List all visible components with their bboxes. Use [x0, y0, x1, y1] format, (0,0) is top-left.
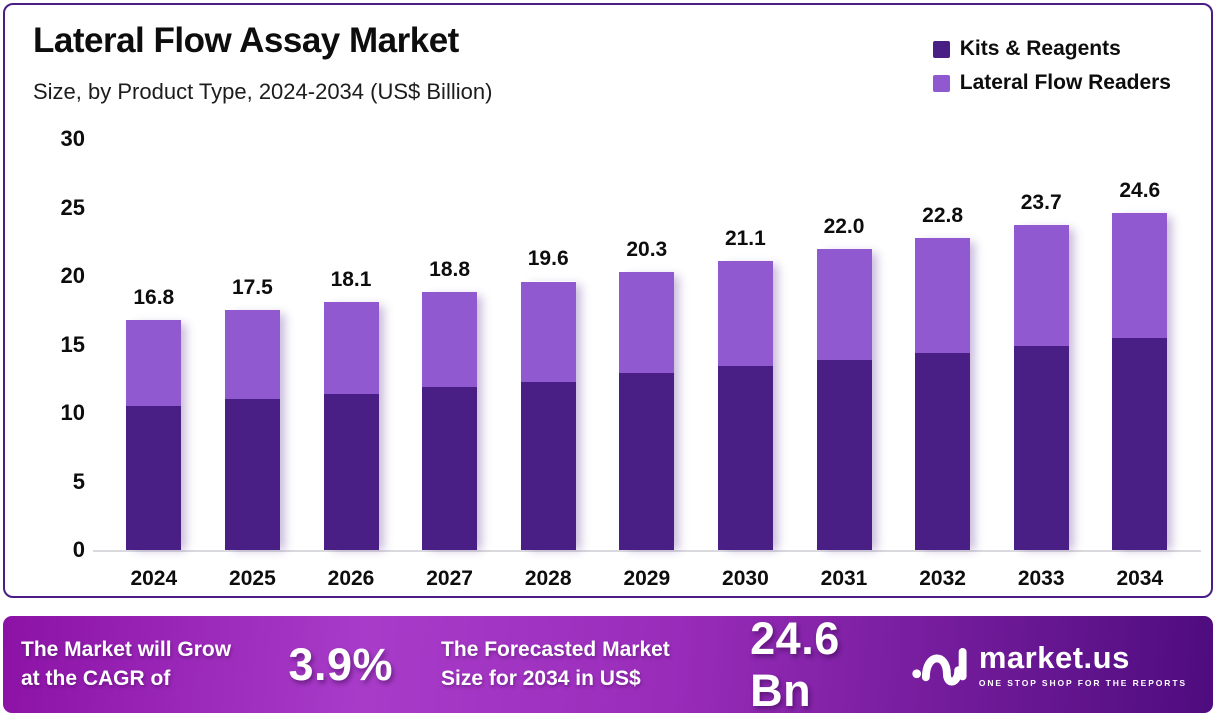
bar-total-label-2031: 22.0 [823, 214, 865, 238]
bar-total-label-2025: 17.5 [231, 276, 273, 300]
bar-2025 [224, 310, 280, 550]
legend-item-kits-reagents: Kits & Reagents [932, 37, 1171, 61]
y-axis-tick-20: 20 [60, 263, 85, 288]
chart-subtitle: Size, by Product Type, 2024-2034 (US$ Bi… [33, 79, 493, 104]
bar-segment-lateral-flow-readers [816, 248, 872, 360]
bar-segment-kits-reagents [126, 406, 182, 550]
bar-segment-lateral-flow-readers [915, 237, 971, 353]
cagr-caption-line2: at the CAGR of [21, 666, 171, 690]
bar-segment-kits-reagents [520, 381, 576, 550]
bar-total-label-2027: 18.8 [429, 258, 471, 282]
x-axis-label-2028: 2028 [524, 567, 572, 590]
bar-2027 [422, 292, 478, 550]
bar-total-label-2033: 23.7 [1020, 191, 1062, 215]
bar-total-label-2028: 19.6 [527, 247, 569, 271]
x-axis-label-2032: 2032 [919, 567, 966, 590]
bar-segment-kits-reagents [1013, 345, 1069, 550]
forecast-caption-line2: Size for 2034 in US$ [441, 666, 641, 690]
bar-total-label-2029: 20.3 [626, 237, 668, 261]
x-axis-label-2030: 2030 [722, 567, 769, 590]
legend-label: Lateral Flow Readers [959, 71, 1171, 94]
bar-2031 [816, 248, 872, 550]
bar-segment-kits-reagents [915, 352, 971, 550]
market-us-logo-icon [912, 647, 967, 685]
bar-segment-lateral-flow-readers [422, 292, 478, 387]
plot-area: 0 5 10 15 20 25 30 16.8 2024 17.5 2025 18.1 2026 18.8… [61, 126, 1201, 590]
bar-segment-lateral-flow-readers [323, 302, 379, 394]
y-axis-tick-10: 10 [60, 400, 85, 425]
cagr-caption-line1: The Market will Grow [21, 638, 232, 662]
bar-2032 [915, 237, 971, 550]
bar-2030 [717, 260, 773, 550]
brand-text: market.us ONE STOP SHOP FOR THE REPORTS [979, 642, 1187, 688]
x-axis-label-2033: 2033 [1017, 567, 1065, 590]
bar-segment-lateral-flow-readers [717, 260, 773, 367]
bar-2024 [126, 319, 182, 550]
legend-item-lateral-flow-readers: Lateral Flow Readers [932, 71, 1171, 95]
brand-name: market.us [978, 639, 1130, 675]
x-axis-label-2024: 2024 [130, 567, 178, 590]
bar-segment-lateral-flow-readers [1112, 213, 1168, 338]
forecast-value: 24.6 Bn [750, 612, 840, 716]
y-axis-tick-15: 15 [60, 331, 85, 357]
legend-swatch-dark [932, 40, 950, 58]
forecast-caption: The Forecasted Market Size for 2034 in U… [441, 636, 714, 693]
x-axis-label-2034: 2034 [1116, 567, 1164, 590]
bar-segment-kits-reagents [717, 366, 773, 550]
bar-segment-lateral-flow-readers [619, 271, 675, 374]
bar-total-label-2032: 22.8 [922, 203, 964, 227]
x-axis-label-2031: 2031 [820, 567, 868, 590]
x-axis-label-2026: 2026 [327, 567, 375, 590]
footer-banner: The Market will Grow at the CAGR of 3.9%… [3, 613, 1213, 716]
y-axis-tick-0: 0 [72, 537, 85, 562]
bar-2029 [619, 271, 675, 550]
brand-tagline: ONE STOP SHOP FOR THE REPORTS [978, 677, 1187, 688]
bar-segment-kits-reagents [619, 373, 675, 550]
cagr-value: 3.9% [288, 638, 394, 690]
bar-segment-lateral-flow-readers [126, 319, 182, 407]
bar-segment-kits-reagents [422, 386, 478, 550]
x-axis-label-2025: 2025 [229, 567, 276, 590]
bar-segment-kits-reagents [816, 359, 872, 550]
y-axis-tick-30: 30 [60, 126, 85, 151]
bar-segment-kits-reagents [1112, 337, 1168, 550]
forecast-caption-line1: The Forecasted Market [441, 638, 670, 662]
x-axis-line [93, 550, 1201, 552]
legend-swatch-light [932, 74, 950, 92]
bar-2033 [1013, 225, 1069, 550]
bar-segment-lateral-flow-readers [224, 310, 280, 400]
cagr-caption: The Market will Grow at the CAGR of [21, 636, 274, 693]
bar-2028 [520, 281, 576, 550]
bar-segment-lateral-flow-readers [520, 281, 576, 382]
bar-total-label-2024: 16.8 [133, 285, 175, 309]
x-axis-label-2029: 2029 [623, 567, 671, 590]
bar-segment-lateral-flow-readers [1013, 225, 1069, 346]
bar-total-label-2030: 21.1 [724, 226, 766, 250]
bar-total-label-2034: 24.6 [1119, 178, 1161, 202]
legend: Kits & Reagents Lateral Flow Readers [932, 37, 1171, 95]
bar-total-label-2026: 18.1 [330, 268, 372, 292]
bar-segment-kits-reagents [224, 399, 280, 550]
brand-logo: market.us ONE STOP SHOP FOR THE REPORTS [911, 637, 1187, 693]
chart-card: Lateral Flow Assay Market Size, by Produ… [3, 3, 1213, 598]
x-axis-label-2027: 2027 [426, 567, 473, 590]
legend-label: Kits & Reagents [959, 37, 1121, 60]
bar-segment-kits-reagents [323, 393, 379, 550]
y-axis-tick-5: 5 [72, 468, 85, 494]
bar-2026 [323, 302, 379, 550]
y-axis-tick-25: 25 [60, 194, 85, 220]
page-title: Lateral Flow Assay Market [33, 21, 459, 60]
bar-2034 [1112, 213, 1168, 550]
